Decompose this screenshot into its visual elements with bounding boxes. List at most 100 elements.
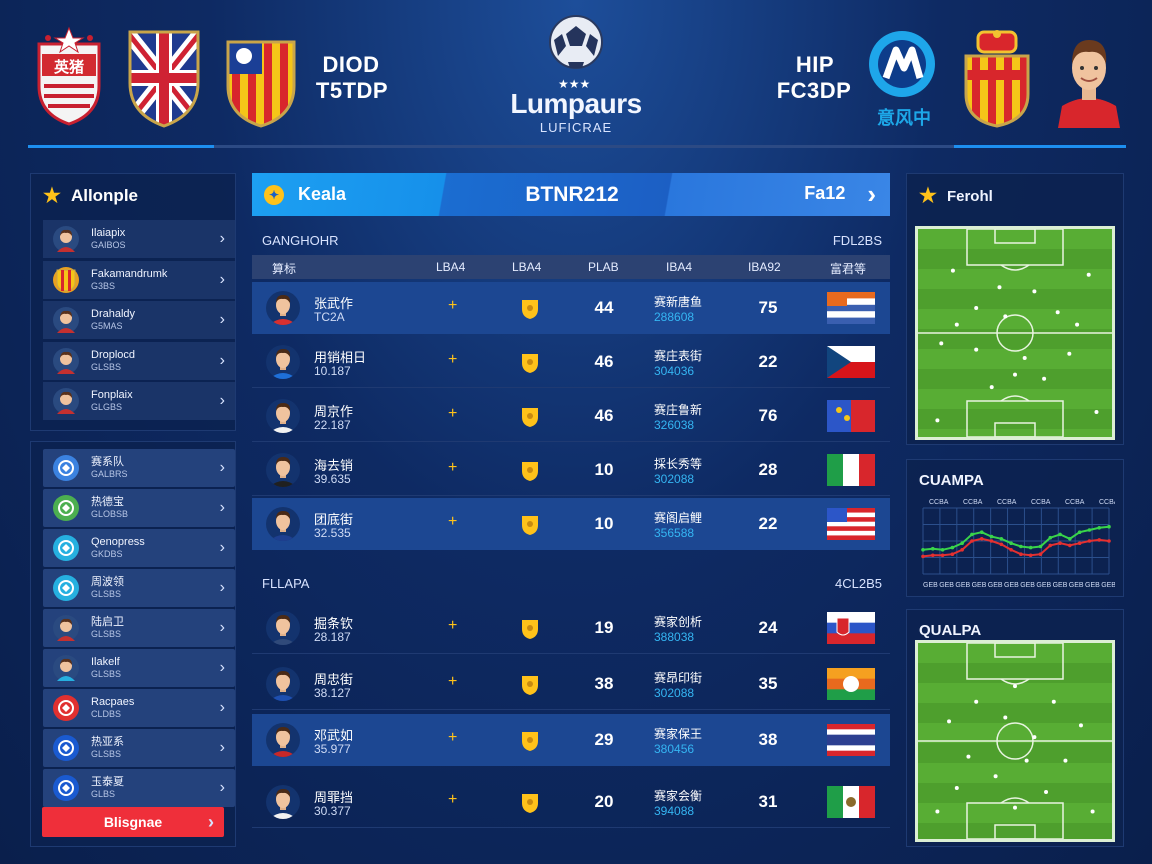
table-row[interactable]: 周罪挡 30.377 +20 赛家会衡 394088 31 [252, 776, 890, 828]
data-point [1087, 539, 1092, 543]
tick-label: CCBA [963, 499, 983, 506]
sidebar-item-texts: Droplocd GLSBS [91, 349, 135, 373]
flag-czech-icon [827, 346, 875, 378]
table-row[interactable]: 周京作 22.187 +46 赛庄鲁新 326038 76 [252, 390, 890, 442]
table-row[interactable]: 掘条钦 28.187 +19 赛家创析 388038 24 [252, 602, 890, 654]
stat-value: 22 [758, 352, 778, 371]
club-code: 326038 [654, 418, 695, 432]
player-avatar-icon [266, 785, 300, 819]
sidebar-item[interactable]: 赛系队 GALBRS › [43, 449, 235, 487]
sidebar-item[interactable]: Drahaldy G5MAS › [43, 301, 235, 339]
sidebar-item[interactable]: Fakamandrumk G3BS › [43, 260, 235, 299]
data-point [1087, 528, 1092, 532]
banner-left-tab[interactable]: ✦ Keala [264, 184, 346, 205]
player-marker [1063, 758, 1068, 763]
sidebar-action-button[interactable]: Blisgnae › [42, 807, 224, 837]
sidebar-item-texts: 玉泰夏 GLBS [91, 776, 124, 800]
data-point [960, 541, 964, 545]
chevron-right-icon: › [219, 270, 225, 288]
player-marker [1032, 289, 1037, 294]
sidebar-item[interactable]: Ilakelf GLSBS › [43, 649, 235, 687]
shield-icon [520, 352, 540, 373]
sidebar-item[interactable]: 玉泰夏 GLBS › [43, 769, 235, 807]
stat-value: 46 [594, 352, 614, 371]
sidebar-item-sub: GLSBS [91, 749, 122, 759]
stat-value: 44 [594, 298, 614, 317]
sidebar-item-sub: GLOBSB [91, 509, 129, 519]
chevron-right-icon: › [219, 459, 225, 476]
sidebar-item[interactable]: 陆启卫 GLSBS › [43, 609, 235, 647]
player-avatar-icon [266, 723, 300, 757]
table-row[interactable]: 团底街 32.535 +10 赛阁启鲤 356588 22 [252, 498, 890, 550]
data-point [1019, 552, 1023, 556]
sidebar-item-label: 陆启卫 [91, 616, 124, 628]
plus-icon[interactable]: + [448, 729, 458, 746]
sidebar-item[interactable]: 周波领 GLSBS › [43, 569, 235, 607]
chevron-right-icon: › [219, 499, 225, 516]
stat-value: 76 [758, 406, 778, 425]
stat-value: 22 [758, 514, 778, 533]
data-point [960, 548, 964, 552]
chevron-right-icon: › [219, 539, 225, 556]
column-header: IBA92 [748, 260, 781, 274]
formation-header-2: QUALPA [919, 622, 981, 639]
sidebar-item-texts: Racpaes CLDBS [91, 696, 134, 720]
sidebar-item-texts: Fonplaix GLGBS [91, 389, 133, 413]
sidebar-item[interactable]: Qenopress GKDBS › [43, 529, 235, 567]
chevron-right-icon: › [219, 311, 225, 328]
plus-icon[interactable]: + [448, 617, 458, 634]
plus-icon[interactable]: + [448, 459, 458, 476]
shield-icon [520, 674, 540, 695]
shield-icon [520, 792, 540, 813]
sidebar-item[interactable]: 热德宝 GLOBSB › [43, 489, 235, 527]
flag-sri-lanka-icon [827, 668, 875, 700]
sidebar-item[interactable]: 热亚系 GLSBS › [43, 729, 235, 767]
chevron-right-icon: › [219, 392, 225, 409]
header-right-text-2: FC3DP [776, 78, 852, 103]
player-number: 22.187 [314, 418, 351, 432]
plus-icon[interactable]: + [448, 791, 458, 808]
table-row[interactable]: 海去销 39.635 +10 採长秀等 302088 28 [252, 444, 890, 496]
plus-icon[interactable]: + [448, 297, 458, 314]
sidebar-item-sub: GLSBS [91, 589, 122, 599]
club-name: 赛家保王 [654, 727, 703, 741]
plus-icon[interactable]: + [448, 351, 458, 368]
line-chart: CCBACCBACCBACCBACCBACCBAGEBGEBGEBGEBGEBG… [921, 499, 1115, 589]
tournament-ball-icon: ★★★ [546, 12, 606, 92]
plus-icon[interactable]: + [448, 673, 458, 690]
favorites-title: Allonple [70, 186, 138, 205]
shield-icon: ✦ [264, 184, 284, 205]
data-point [1077, 541, 1082, 545]
sidebar-item-sub: CLDBS [91, 709, 122, 719]
player-marker [1090, 809, 1095, 814]
stat-value: 19 [594, 618, 614, 637]
tick-label: CCBA [997, 499, 1017, 506]
data-point [930, 553, 935, 558]
sidebar-item[interactable]: Racpaes CLDBS › [43, 689, 235, 727]
section-title-2: FLLAPA [262, 576, 310, 591]
header-divider-left [28, 145, 214, 148]
table-row[interactable]: 用销相日 10.187 +46 赛庄表街 304036 22 [252, 336, 890, 388]
plus-icon[interactable]: + [448, 405, 458, 422]
tick-label: GEB [1036, 582, 1051, 589]
team-icon [53, 455, 79, 481]
sidebar-item[interactable]: Fonplaix GLGBS › [43, 382, 235, 420]
sidebar-item[interactable]: Droplocd GLSBS › [43, 341, 235, 380]
player-marker [997, 285, 1002, 290]
table-row[interactable]: 张武作 TC2A +44 赛新唐鱼 288608 75 [252, 282, 890, 334]
chart-header: CUAMPA [919, 472, 984, 489]
stat-value: 20 [594, 792, 614, 811]
sidebar-item[interactable]: Ilaiapix GAIBOS › [43, 220, 235, 258]
tick-label: GEB [1069, 582, 1084, 589]
table-row[interactable]: 邓武如 35.977 +29 赛家保王 380456 38 [252, 714, 890, 766]
tournament-title: Lumpaurs [510, 88, 642, 119]
banner-right-nav[interactable]: Fa12 › [804, 181, 876, 207]
sidebar-item-texts: Ilaiapix GAIBOS [91, 227, 126, 251]
player-name: 掘条钦 [314, 616, 354, 631]
sidebar-item-label: Racpaes [91, 696, 135, 708]
tick-label: GEB [1020, 582, 1035, 589]
plus-icon[interactable]: + [448, 513, 458, 530]
table-row[interactable]: 周忠街 38.127 +38 赛昂印街 302088 35 [252, 658, 890, 710]
data-point [950, 552, 955, 556]
flag-italy-icon [827, 454, 875, 486]
